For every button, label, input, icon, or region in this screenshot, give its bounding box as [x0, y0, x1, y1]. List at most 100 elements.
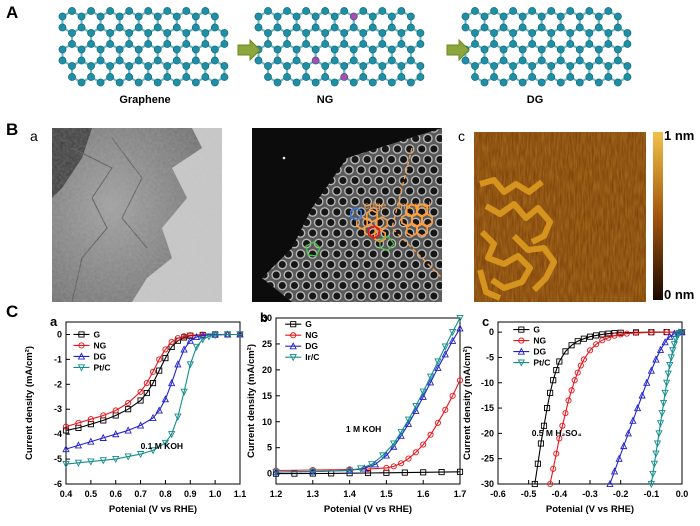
data-point — [562, 348, 569, 355]
lattice-atom — [594, 45, 603, 54]
y-tick-label: 30 — [262, 313, 272, 323]
data-point — [669, 347, 677, 355]
data-point — [574, 338, 581, 345]
data-point — [540, 422, 548, 429]
series-line — [276, 471, 461, 475]
data-point — [658, 410, 666, 418]
data-point — [556, 358, 563, 365]
lattice-atom — [613, 45, 622, 54]
series-line — [549, 331, 682, 485]
data-point — [670, 341, 678, 349]
lattice-atom — [613, 56, 622, 65]
lattice-atom — [509, 7, 518, 15]
lattice-atom — [416, 73, 425, 81]
data-point — [412, 406, 420, 414]
x-tick-label: -0.4 — [552, 489, 568, 499]
panel-label-b: B — [6, 120, 19, 139]
lattice-atom — [210, 12, 219, 21]
legend-label: DG — [305, 341, 318, 351]
y-tick-label: 0 — [57, 329, 62, 339]
lattice-atom — [547, 62, 556, 70]
data-point — [656, 420, 665, 428]
lattice-atom — [387, 12, 396, 21]
y-tick-label: -3 — [54, 404, 62, 414]
lattice-atom — [254, 12, 263, 21]
lattice-NG — [254, 7, 425, 87]
lattice-atom — [191, 56, 200, 65]
lattice-atom — [556, 78, 565, 87]
data-point — [181, 333, 188, 340]
lattice-atom — [254, 23, 263, 32]
lattice-atom — [499, 78, 508, 87]
lattice-atom — [349, 78, 358, 87]
legend-label: G — [533, 325, 540, 335]
lattice-atom — [604, 73, 613, 81]
lattice-atom — [340, 40, 349, 48]
lattice-atom — [201, 7, 210, 15]
data-point — [456, 324, 464, 332]
data-point — [620, 441, 628, 450]
lattice-atom — [509, 29, 518, 37]
data-point — [652, 355, 660, 363]
lattice-atom — [220, 29, 229, 37]
chart-oer: b 1.2 1.3 1.4 1.5 1.6 1.7 0 5 10 15 20 25 30 Potenial … — [246, 310, 466, 515]
lattice-atom — [556, 56, 565, 65]
lattice-DG — [461, 7, 632, 87]
x-tick-label: 1.1 — [234, 489, 247, 499]
lattice-atom — [471, 73, 479, 81]
lattice-atom — [264, 7, 272, 15]
data-point — [401, 469, 408, 476]
y-tick-label: -5 — [54, 454, 62, 464]
data-point — [586, 347, 594, 354]
data-point — [653, 440, 662, 448]
data-point — [426, 373, 435, 381]
lattice-atom — [461, 12, 470, 21]
lattice-atom — [144, 29, 153, 37]
lattice-atom — [378, 40, 387, 48]
data-point — [404, 419, 413, 427]
lattice-atom — [292, 23, 301, 32]
chart-sublabel: a — [50, 314, 58, 329]
data-point — [180, 345, 188, 353]
data-point — [580, 356, 587, 363]
lattice-atom — [182, 62, 191, 70]
lattice-atom — [575, 78, 584, 87]
lattice-atom — [585, 7, 594, 15]
lattice-atom — [87, 40, 95, 48]
lattice-atom — [509, 40, 518, 48]
lattice-atom — [397, 40, 406, 48]
lattice-atom — [144, 73, 153, 81]
series-line — [275, 317, 461, 473]
data-point — [629, 416, 637, 424]
lattice-atom — [163, 62, 172, 70]
y-tick-label: 25 — [262, 339, 272, 349]
x-tick-label: 1.4 — [343, 489, 356, 499]
lattice-atom — [201, 73, 210, 81]
lattice-atom — [77, 45, 86, 54]
lattice-atom — [182, 73, 191, 81]
lattice-atom — [509, 73, 518, 81]
data-point — [62, 461, 70, 469]
y-tick-label: -5 — [486, 352, 494, 362]
lattice-atom — [153, 45, 162, 54]
lattice-atom — [585, 73, 594, 81]
series-dg — [272, 324, 464, 476]
lattice-atom — [518, 78, 527, 87]
lattice-atom — [96, 78, 105, 87]
lattice-atom — [311, 78, 320, 87]
y-tick-label: 0 — [267, 469, 272, 479]
data-point — [678, 329, 686, 337]
data-point — [136, 421, 145, 429]
data-point — [155, 406, 163, 414]
data-point — [427, 431, 434, 438]
lattice-atom — [547, 73, 556, 81]
panel-label-a: A — [6, 3, 19, 22]
lattice-atom — [302, 29, 311, 37]
x-tick-label: 1.6 — [417, 489, 430, 499]
data-point — [610, 467, 619, 475]
lattice-atom — [182, 7, 191, 15]
data-point — [664, 370, 672, 378]
lattice-atom — [330, 78, 339, 87]
data-point — [78, 331, 85, 338]
lattice-atom — [378, 62, 387, 70]
